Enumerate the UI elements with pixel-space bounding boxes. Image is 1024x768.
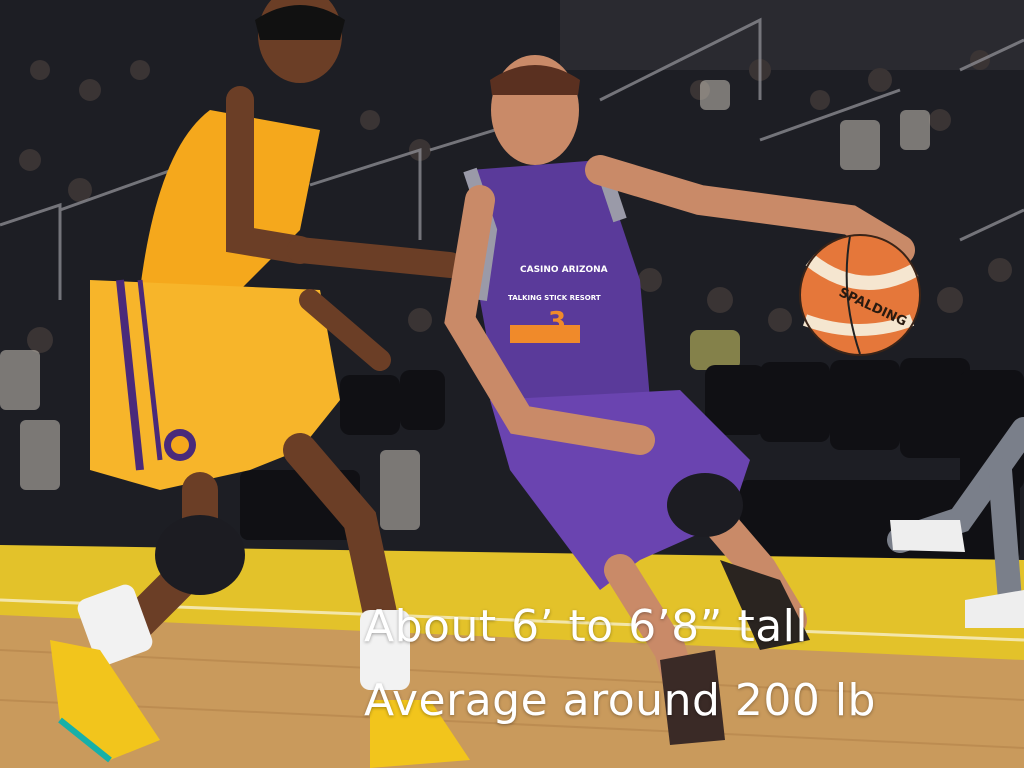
- jersey-sponsor-line-1: CASINO ARIZONA: [520, 265, 608, 275]
- spectator-legs: [887, 417, 1024, 628]
- caption-weight-line: Average around 200 lb: [364, 675, 876, 726]
- jersey-number: 3: [548, 307, 566, 337]
- gold-uniform-player: [50, 0, 470, 768]
- arena-upper-wall: [560, 0, 1024, 70]
- crowd: [19, 50, 1012, 353]
- photo-caption: About 6’ to 6’8” tall Average around 200…: [364, 590, 1004, 738]
- basketball: SPALDING: [799, 234, 921, 356]
- caption-height-line: About 6’ to 6’8” tall: [364, 601, 809, 652]
- crowd-highlights: [0, 80, 930, 530]
- purple-uniform-player: [444, 55, 915, 745]
- jersey-sponsor-line-2: TALKING STICK RESORT: [508, 294, 601, 302]
